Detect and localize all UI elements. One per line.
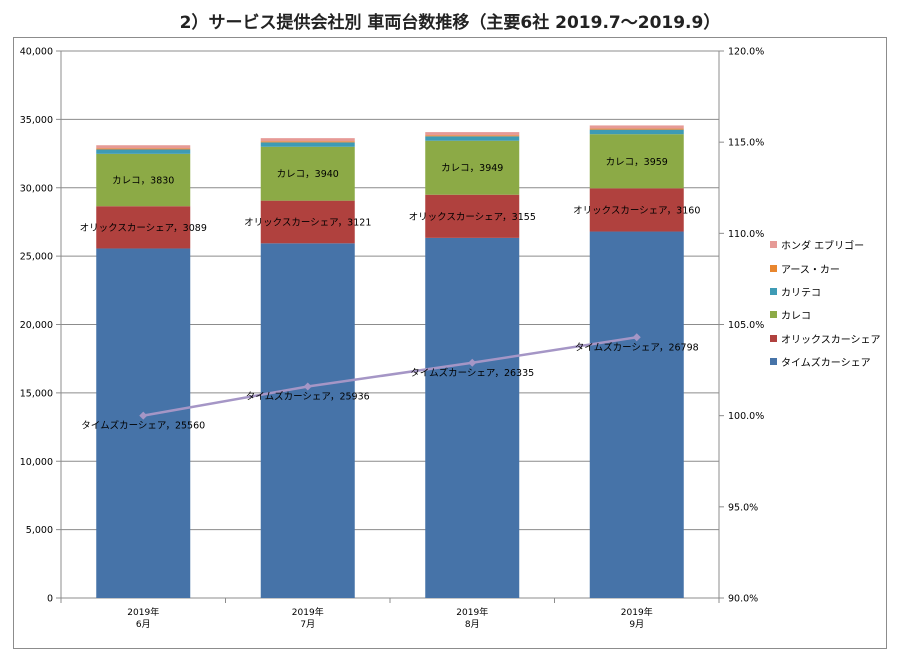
y-left-tick-label: 10,000 bbox=[20, 457, 53, 468]
legend: ホンダ エブリゴー アース・カー カリテコカレコオリックスカーシェア タイムズカーシェ… bbox=[770, 233, 881, 373]
bar-segment bbox=[589, 134, 684, 189]
data-label: カレコ，3949 bbox=[441, 163, 503, 174]
data-label: カレコ，3940 bbox=[277, 169, 339, 180]
x-tick-label: 8月 bbox=[465, 619, 480, 630]
bar-segment bbox=[425, 194, 520, 238]
data-label: オリックスカーシェア，3121 bbox=[244, 217, 371, 228]
trend-point bbox=[139, 411, 148, 420]
y-right-tick-label: 95.0% bbox=[728, 502, 758, 513]
x-tick-label: 2019年 bbox=[127, 606, 159, 618]
bar-segment bbox=[260, 142, 355, 147]
y-left-tick-label: 35,000 bbox=[20, 115, 53, 126]
legend-item: アース・カー bbox=[770, 256, 881, 279]
data-label: オリックスカーシェア，3089 bbox=[80, 223, 207, 234]
bar-segment bbox=[260, 141, 355, 143]
trend-line bbox=[143, 336, 637, 417]
bar-segment bbox=[589, 231, 684, 598]
trend-point bbox=[632, 333, 641, 342]
bar-segment bbox=[96, 148, 191, 150]
legend-item: カリテコ bbox=[770, 280, 881, 303]
data-label: タイムズカーシェア，25936 bbox=[246, 390, 370, 402]
chart-title: 2）サービス提供会社別 車両台数推移（主要6社 2019.7～2019.9） bbox=[179, 13, 721, 33]
y-right-tick-label: 105.0% bbox=[728, 320, 764, 331]
data-label: カレコ，3830 bbox=[112, 176, 174, 187]
data-label: カレコ，3959 bbox=[606, 157, 668, 168]
x-tick-label: 2019年 bbox=[456, 606, 488, 618]
bar-segment bbox=[589, 128, 684, 130]
y-right-tick-label: 120.0% bbox=[728, 47, 764, 58]
data-label: タイムズカーシェア，26335 bbox=[410, 367, 534, 379]
legend-item: ホンダ エブリゴー bbox=[770, 233, 881, 256]
bar-segment bbox=[589, 188, 684, 232]
legend-label: オリックスカーシェア bbox=[781, 334, 881, 346]
bar-segment bbox=[425, 135, 520, 137]
legend-item: オリックスカーシェア bbox=[770, 327, 881, 350]
y-left-tick-label: 30,000 bbox=[20, 183, 53, 194]
bar-segment bbox=[589, 129, 684, 135]
trend-point bbox=[468, 358, 477, 367]
legend-item: タイムズカーシェア bbox=[770, 350, 881, 373]
bar-segment bbox=[425, 140, 520, 195]
data-label: オリックスカーシェア，3160 bbox=[573, 205, 700, 216]
bar-segment bbox=[96, 153, 191, 207]
y-right-tick-label: 110.0% bbox=[728, 229, 764, 240]
y-left-tick-label: 40,000 bbox=[20, 47, 53, 58]
legend-swatch bbox=[770, 287, 777, 295]
bar-segment bbox=[589, 125, 684, 129]
bar-segment bbox=[260, 200, 355, 244]
bar-segment bbox=[260, 146, 355, 201]
bar-segment bbox=[96, 248, 191, 599]
y-right-tick-label: 100.0% bbox=[728, 411, 764, 422]
x-tick-label: 7月 bbox=[300, 619, 315, 630]
x-tick-label: 9月 bbox=[629, 619, 644, 630]
legend-swatch bbox=[770, 311, 777, 319]
legend-label: ホンダ エブリゴー bbox=[781, 241, 865, 253]
bar-segment bbox=[260, 243, 355, 598]
chart-frame bbox=[13, 37, 887, 649]
bar-segment bbox=[425, 136, 520, 141]
bar-segment bbox=[260, 138, 355, 142]
y-left-tick-label: 0 bbox=[47, 594, 53, 605]
bar-segment bbox=[96, 145, 191, 149]
y-left-tick-label: 15,000 bbox=[20, 388, 53, 399]
data-label: タイムズカーシェア，26798 bbox=[575, 341, 699, 353]
trend-point bbox=[303, 382, 312, 391]
y-right-tick-label: 115.0% bbox=[728, 138, 764, 149]
x-tick-label: 6月 bbox=[136, 619, 151, 630]
bar-segment bbox=[96, 206, 191, 249]
bar-segment bbox=[425, 237, 520, 598]
data-label: オリックスカーシェア，3155 bbox=[409, 212, 536, 223]
legend-label: カレコ bbox=[781, 311, 811, 323]
x-tick-label: 2019年 bbox=[292, 606, 324, 618]
x-tick-label: 2019年 bbox=[621, 606, 653, 618]
legend-item: カレコ bbox=[770, 303, 881, 326]
legend-label: アース・カー bbox=[781, 264, 840, 276]
legend-label: カリテコ bbox=[781, 287, 821, 299]
legend-label: タイムズカーシェア bbox=[781, 358, 871, 370]
y-left-tick-label: 5,000 bbox=[26, 525, 53, 536]
legend-swatch bbox=[770, 334, 777, 342]
bar-segment bbox=[425, 132, 520, 136]
legend-swatch bbox=[770, 241, 777, 249]
y-left-tick-label: 20,000 bbox=[20, 320, 53, 331]
legend-swatch bbox=[770, 264, 777, 272]
legend-swatch bbox=[770, 358, 777, 366]
y-left-tick-label: 25,000 bbox=[20, 252, 53, 263]
y-right-tick-label: 90.0% bbox=[728, 594, 758, 605]
data-label: タイムズカーシェア，25560 bbox=[81, 420, 205, 432]
bar-segment bbox=[96, 149, 191, 154]
